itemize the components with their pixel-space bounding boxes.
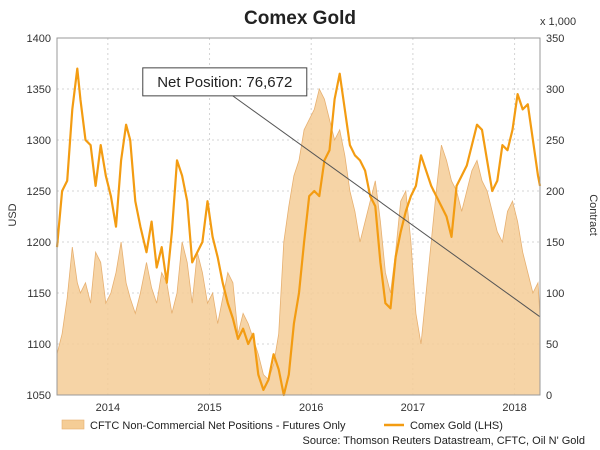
legend-swatch-net-positions bbox=[61, 419, 85, 430]
left-tick-label-7: 1400 bbox=[27, 33, 51, 45]
left-tick-label-3: 1200 bbox=[27, 237, 51, 249]
right-axis-label: Contract bbox=[587, 194, 599, 236]
chart-title: Comex Gold bbox=[244, 8, 356, 29]
left-axis-label: USD bbox=[7, 203, 19, 226]
legend-label-net-positions: CFTC Non-Commercial Net Positions - Futu… bbox=[90, 420, 346, 432]
plot-frame bbox=[56, 37, 541, 396]
annotation-callout: Net Position: 76,672 bbox=[142, 67, 308, 97]
left-tick-label-0: 1050 bbox=[27, 390, 51, 402]
right-tick-label-1: 50 bbox=[546, 339, 558, 351]
left-tick-label-2: 1150 bbox=[27, 288, 51, 300]
right-tick-label-6: 300 bbox=[546, 84, 564, 96]
right-tick-label-5: 250 bbox=[546, 135, 564, 147]
right-tick-label-3: 150 bbox=[546, 237, 564, 249]
x-tick-label-4: 2018 bbox=[502, 402, 526, 414]
left-tick-label-5: 1300 bbox=[27, 135, 51, 147]
x-tick-label-0: 2014 bbox=[96, 402, 120, 414]
x-tick-label-3: 2017 bbox=[401, 402, 425, 414]
x-tick-label-1: 2015 bbox=[197, 402, 221, 414]
legend-label-gold: Comex Gold (LHS) bbox=[410, 420, 503, 432]
left-tick-label-6: 1350 bbox=[27, 84, 51, 96]
annotation-text: Net Position: 76,672 bbox=[157, 74, 292, 91]
left-axis-ticks: 1050 1100 1150 1200 1250 1300 1350 1400 bbox=[27, 33, 51, 402]
x-tick-label-2: 2016 bbox=[299, 402, 323, 414]
right-tick-label-0: 0 bbox=[546, 390, 552, 402]
gold-price-line bbox=[55, 67, 542, 397]
right-tick-label-2: 100 bbox=[546, 288, 564, 300]
right-tick-label-7: 350 bbox=[546, 33, 564, 45]
x-axis-ticks: 2014 2015 2016 2017 2018 bbox=[96, 402, 527, 414]
left-tick-label-4: 1250 bbox=[27, 186, 51, 198]
annotation-leader-line bbox=[232, 95, 541, 318]
left-tick-label-1: 1100 bbox=[27, 339, 51, 351]
right-axis-multiplier: x 1,000 bbox=[540, 16, 576, 28]
source-note: Source: Thomson Reuters Datastream, CFTC… bbox=[303, 435, 586, 447]
right-axis-ticks: 0 50 100 150 200 250 300 350 bbox=[546, 33, 564, 402]
annotation-box bbox=[142, 67, 308, 97]
right-tick-label-4: 200 bbox=[546, 186, 564, 198]
legend: CFTC Non-Commercial Net Positions - Futu… bbox=[61, 419, 503, 432]
gold-price-line-layer bbox=[55, 67, 542, 397]
